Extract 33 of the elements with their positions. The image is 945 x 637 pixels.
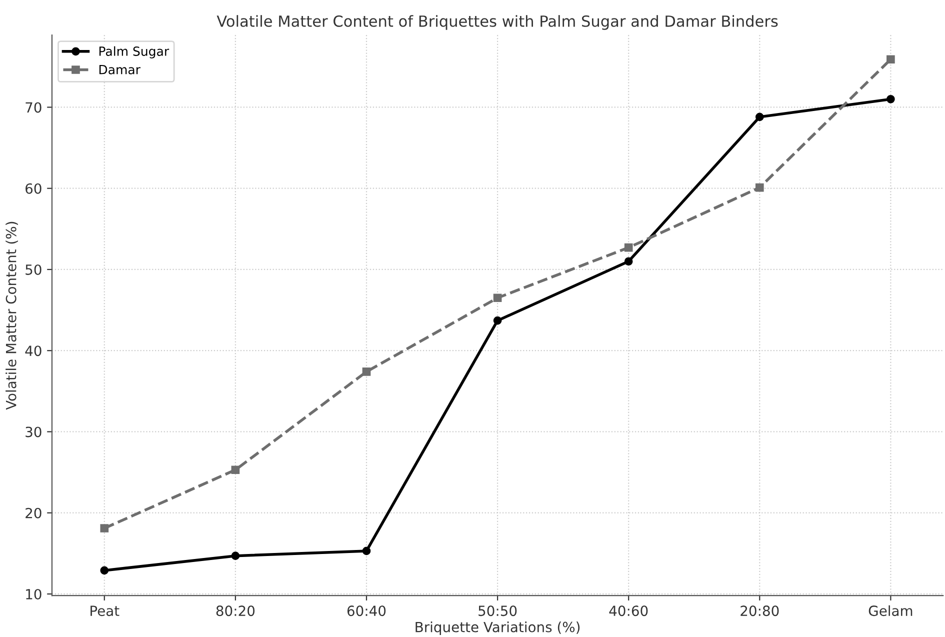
point: [362, 546, 371, 556]
chart-title: Volatile Matter Content of Briquettes with Palm Sugar and Damar Binders: [216, 15, 778, 30]
point: [493, 294, 502, 302]
x-tick-label: Gelam: [868, 605, 912, 616]
x-tick-label: 60:40: [347, 606, 386, 616]
legend-label: Palm Sugar: [99, 46, 170, 58]
y-tick-label: 70: [26, 102, 42, 113]
x-tick-label: 20:80: [740, 606, 779, 616]
point: [624, 257, 633, 266]
point: [231, 466, 240, 474]
x-tick-label: 80:20: [216, 606, 255, 616]
point: [100, 566, 109, 575]
x-tick-label: Peat: [90, 606, 120, 616]
point: [362, 368, 371, 376]
legend-label: Damar: [99, 65, 140, 74]
point: [755, 183, 764, 192]
y-axis-title: Volatile Matter Content (%): [6, 222, 18, 410]
y-tick-label: 50: [26, 264, 42, 275]
x-tick-label: 40:60: [609, 606, 648, 616]
point: [886, 55, 895, 64]
point: [231, 552, 240, 560]
point: [624, 243, 633, 252]
y-tick-label: 30: [26, 426, 42, 438]
point: [100, 524, 109, 532]
y-tick-label: 60: [26, 183, 42, 194]
y-tick-label: 40: [25, 346, 42, 356]
x-axis-title: Briquette Variations (%): [416, 622, 580, 635]
x-tick-label: 50:50: [478, 606, 517, 616]
point: [886, 94, 895, 104]
y-tick-label: 10: [26, 588, 42, 600]
point: [493, 316, 502, 325]
y-tick-label: 20: [26, 508, 42, 518]
point: [755, 112, 764, 122]
